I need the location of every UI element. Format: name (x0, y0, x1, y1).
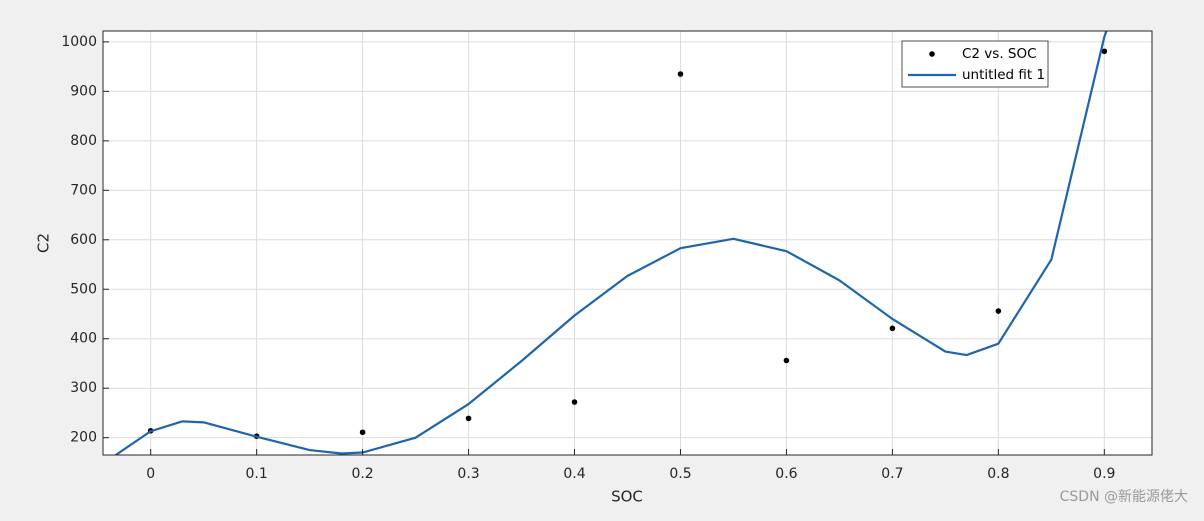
axes-box (102, 30, 1153, 456)
data-point (1101, 48, 1108, 55)
data-point (995, 308, 1002, 314)
x-tick-label: 0.8 (987, 466, 1009, 482)
watermark: CSDN @新能源佬大 (1060, 489, 1188, 505)
y-tick-label: 700 (70, 182, 97, 198)
y-tick-label: 400 (70, 331, 97, 347)
y-tick-label: 600 (70, 232, 97, 248)
data-point (571, 399, 578, 405)
data-point (359, 429, 366, 436)
fit-line (115, 31, 1108, 455)
x-tick-label: 0.4 (563, 466, 585, 482)
legend-label: untitled fit 1 (962, 67, 1045, 83)
x-axis-label: SOC (611, 488, 643, 506)
legend-marker (929, 51, 935, 57)
x-tick-label: 0 (146, 466, 155, 482)
y-tick-label: 800 (70, 133, 97, 149)
x-tick-label: 0.6 (775, 466, 797, 482)
x-tick-label: 0.1 (246, 466, 268, 482)
x-tick-label: 0.3 (457, 466, 479, 482)
plot-area (103, 31, 1152, 455)
x-tick-label: 0.5 (669, 466, 691, 482)
x-tick-label: 0.2 (351, 466, 373, 482)
legend-box (901, 40, 1049, 88)
x-tick-label: 0.9 (1093, 466, 1115, 482)
data-point (677, 71, 684, 77)
x-tick-label: 0.7 (881, 466, 903, 482)
legend-label: C2 vs. SOC (962, 46, 1037, 62)
y-tick-label: 500 (70, 281, 97, 297)
y-tick-label: 900 (70, 83, 97, 99)
y-tick-label: 200 (70, 430, 97, 446)
y-tick-label: 300 (70, 380, 97, 396)
data-point (783, 357, 790, 364)
y-axis-label: C2 (35, 233, 53, 253)
data-point (889, 325, 896, 332)
data-point (465, 415, 472, 422)
y-tick-label: 1000 (61, 34, 97, 50)
